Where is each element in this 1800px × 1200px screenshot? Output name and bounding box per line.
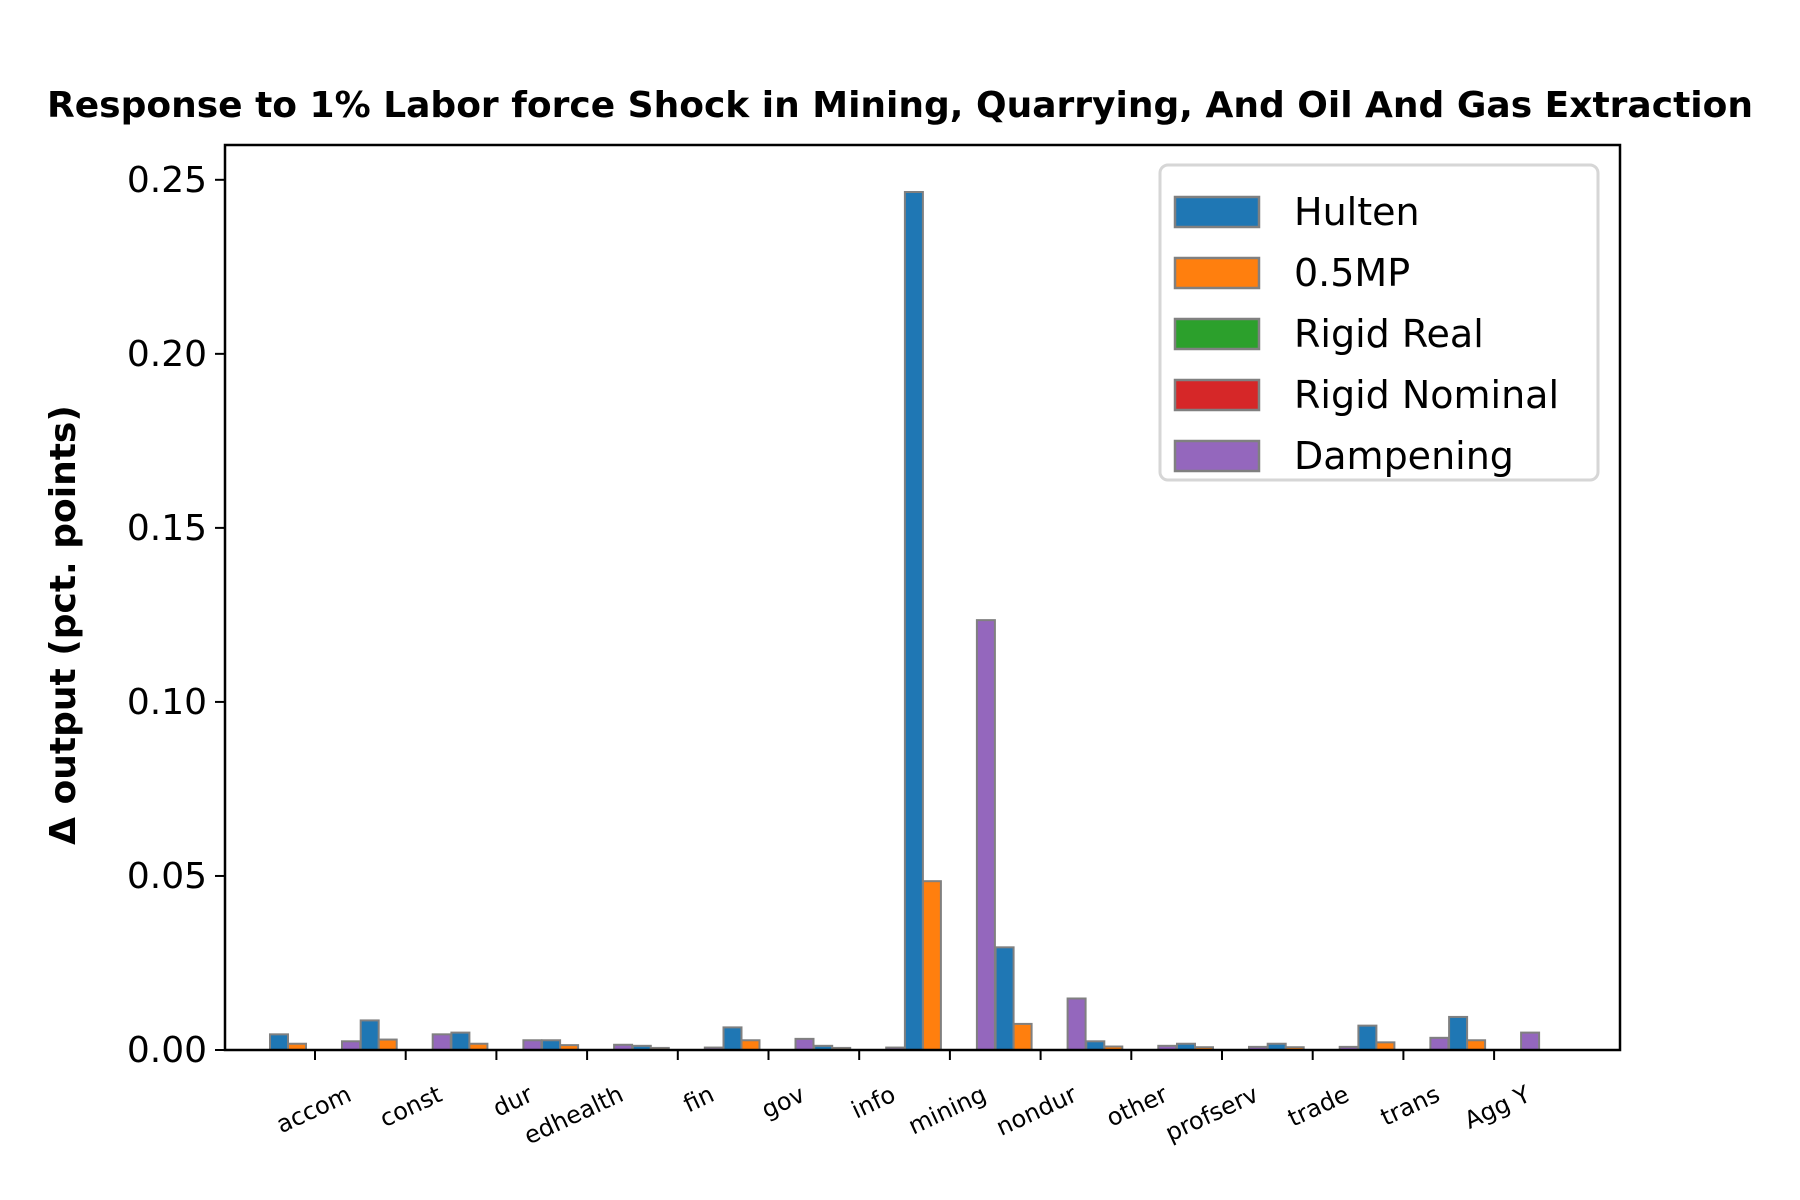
- bar-hulten-edhealth: [541, 1039, 562, 1052]
- bar-hulten-dur: [450, 1031, 471, 1052]
- legend: Hulten 0.5MP Rigid Real Rigid Nominal Dampen…: [1158, 163, 1600, 482]
- legend-label: Rigid Real: [1294, 312, 1484, 356]
- bar-hulten-agg-y: [1448, 1015, 1469, 1051]
- y-axis-label: Δ output (pct. points): [43, 405, 84, 845]
- bar-dampening-gov: [794, 1037, 815, 1052]
- bar-dampening-accom: [341, 1040, 361, 1052]
- plot-frame: [223, 143, 1622, 1052]
- legend-swatch: [1173, 439, 1261, 473]
- x-tick-label: gov: [757, 1080, 809, 1124]
- y-axis: 0.00 0.05 0.10 0.15 0.20 0.25: [127, 160, 225, 1071]
- x-tick-label: info: [847, 1080, 900, 1124]
- x-tick-label: accom: [272, 1080, 356, 1139]
- x-tick-label: trans: [1376, 1080, 1444, 1131]
- bar-0-5mp-mining: [921, 880, 942, 1051]
- bar-0-5mp-agg-y: [1466, 1039, 1487, 1052]
- x-tick-label: trade: [1283, 1080, 1353, 1132]
- bar-hulten-gov: [722, 1026, 743, 1051]
- legend-label: Dampening: [1294, 434, 1514, 478]
- bar-hulten-const: [359, 1019, 380, 1051]
- bar-0-5mp-const: [377, 1038, 398, 1052]
- bar-dampening-const: [431, 1033, 452, 1052]
- x-tick-label: dur: [489, 1080, 537, 1122]
- x-tick-label: Agg Y: [1460, 1080, 1535, 1135]
- chart-title: Response to 1% Labor force Shock in Mini…: [47, 85, 1753, 126]
- bar-dampening-dur: [522, 1039, 543, 1052]
- x-tick-label: profserv: [1161, 1080, 1263, 1147]
- bar-hulten-nondur: [994, 946, 1015, 1052]
- legend-swatch: [1173, 378, 1261, 412]
- x-tick-label: edhealth: [520, 1080, 628, 1150]
- legend-label: 0.5MP: [1294, 251, 1410, 295]
- bar-hulten-trans: [1357, 1024, 1378, 1052]
- y-tick-label: 0.05: [127, 856, 207, 897]
- legend-swatch: [1173, 256, 1261, 290]
- x-tick-label: nondur: [992, 1080, 1081, 1142]
- bar-dampening-mining: [975, 619, 996, 1051]
- y-tick-label: 0.00: [127, 1030, 207, 1071]
- bar-hulten-other: [1085, 1040, 1106, 1052]
- bar-dampening-nondur: [1066, 997, 1087, 1052]
- legend-swatch: [1173, 317, 1261, 351]
- bar-dampening-trans: [1429, 1036, 1450, 1051]
- legend-label: Hulten: [1294, 190, 1420, 234]
- y-tick-label: 0.25: [127, 160, 207, 201]
- bar-hulten-accom: [269, 1033, 289, 1052]
- x-tick-label: mining: [904, 1080, 990, 1140]
- bar-dampening-agg-y: [1520, 1031, 1541, 1052]
- legend-swatch: [1173, 195, 1261, 229]
- legend-box: [1158, 163, 1600, 482]
- legend-label: Rigid Nominal: [1294, 373, 1559, 417]
- x-tick-label: fin: [679, 1080, 718, 1118]
- bar-0-5mp-nondur: [1012, 1022, 1033, 1051]
- bar-0-5mp-gov: [740, 1039, 761, 1052]
- bar-hulten-mining: [903, 190, 924, 1052]
- y-tick-label: 0.10: [127, 682, 207, 723]
- y-tick-label: 0.15: [127, 508, 207, 549]
- x-tick-label: const: [375, 1080, 446, 1133]
- y-tick-label: 0.20: [127, 334, 207, 375]
